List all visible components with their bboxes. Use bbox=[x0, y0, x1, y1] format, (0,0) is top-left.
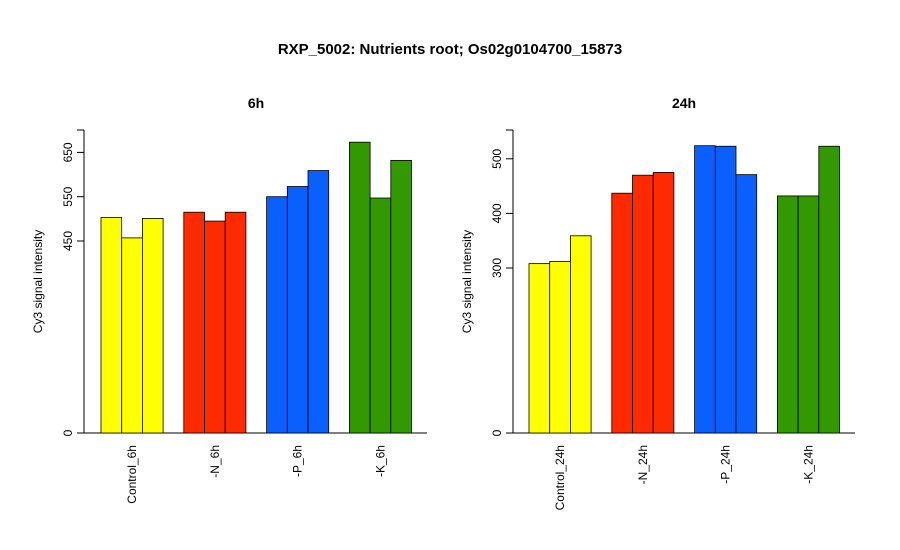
bar bbox=[348, 141, 371, 434]
y-tick-label: 0 bbox=[490, 429, 504, 436]
bar bbox=[121, 237, 143, 434]
category-label: -P_6h bbox=[291, 445, 305, 477]
panel-title: 24h bbox=[672, 95, 696, 111]
bar bbox=[307, 170, 330, 434]
bar bbox=[204, 220, 226, 434]
y-tick-label: 550 bbox=[61, 186, 75, 206]
panel-title: 6h bbox=[248, 95, 264, 111]
category-label: -N_6h bbox=[208, 445, 222, 478]
y-tick-label: 650 bbox=[61, 142, 75, 162]
bar bbox=[266, 196, 288, 434]
bar bbox=[286, 186, 309, 434]
bar bbox=[528, 263, 551, 434]
bar bbox=[141, 218, 164, 434]
bar bbox=[183, 211, 205, 434]
category-label: -K_24h bbox=[801, 445, 815, 484]
panel-24h: 24h Cy3 signal intensity 0 300 400 500 Control… bbox=[460, 95, 855, 510]
y-tick-label: 400 bbox=[490, 203, 504, 223]
bar bbox=[224, 211, 247, 434]
y-tick-label: 450 bbox=[61, 231, 75, 251]
category-label: -N_24h bbox=[636, 445, 650, 484]
chart-main-title: RXP_5002: Nutrients root; Os02g0104700_1… bbox=[278, 41, 622, 58]
bar bbox=[797, 195, 820, 434]
bar bbox=[652, 172, 675, 434]
panel-6h: 6h Cy3 signal intensity 0 450 550 650 Control_… bbox=[31, 95, 427, 504]
category-label: Control_24h bbox=[553, 445, 567, 510]
bar bbox=[735, 174, 758, 434]
y-axis-label: Cy3 signal intensity bbox=[460, 230, 474, 333]
bar bbox=[549, 261, 571, 434]
category-label: -K_6h bbox=[373, 445, 387, 477]
bar bbox=[100, 217, 123, 434]
bar bbox=[390, 159, 412, 434]
bar bbox=[369, 197, 392, 434]
bar bbox=[570, 235, 592, 434]
y-axis-label: Cy3 signal intensity bbox=[31, 230, 45, 333]
category-label: -P_24h bbox=[719, 445, 733, 484]
category-label: Control_6h bbox=[125, 445, 139, 504]
bar bbox=[714, 145, 737, 434]
bar bbox=[777, 195, 799, 434]
y-tick-label: 300 bbox=[490, 258, 504, 278]
bar bbox=[632, 174, 654, 434]
bar bbox=[694, 145, 716, 434]
y-tick-label: 0 bbox=[61, 429, 75, 436]
bar bbox=[611, 192, 633, 434]
y-tick-label: 500 bbox=[490, 148, 504, 168]
bar bbox=[818, 145, 840, 434]
